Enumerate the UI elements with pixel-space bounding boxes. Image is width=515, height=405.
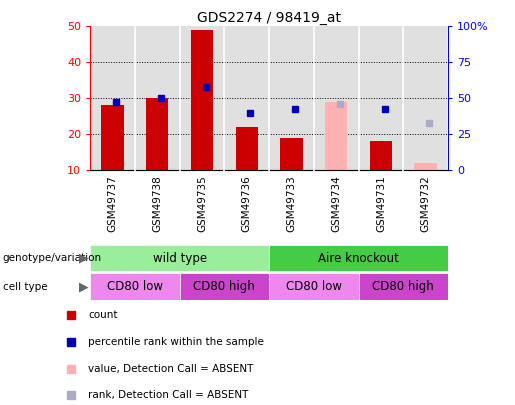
Text: ▶: ▶ <box>79 252 88 265</box>
Bar <box>370 141 392 170</box>
Text: CD80 high: CD80 high <box>372 280 434 293</box>
Text: wild type: wild type <box>152 252 207 265</box>
Text: count: count <box>88 310 117 320</box>
Bar <box>191 30 213 170</box>
Text: GSM49733: GSM49733 <box>286 175 297 232</box>
Text: GSM49738: GSM49738 <box>152 175 162 232</box>
Text: genotype/variation: genotype/variation <box>3 253 101 263</box>
Text: value, Detection Call = ABSENT: value, Detection Call = ABSENT <box>88 364 253 373</box>
Text: percentile rank within the sample: percentile rank within the sample <box>88 337 264 347</box>
Text: ▶: ▶ <box>79 280 88 293</box>
Text: GSM49736: GSM49736 <box>242 175 252 232</box>
Bar <box>90 245 269 271</box>
Bar <box>358 273 448 300</box>
Bar <box>269 245 448 271</box>
Bar <box>415 163 437 170</box>
Text: cell type: cell type <box>3 281 47 292</box>
Text: CD80 low: CD80 low <box>107 280 163 293</box>
Bar <box>90 273 180 300</box>
Text: GSM49734: GSM49734 <box>331 175 341 232</box>
Title: GDS2274 / 98419_at: GDS2274 / 98419_at <box>197 11 341 25</box>
Text: GSM49732: GSM49732 <box>421 175 431 232</box>
Text: CD80 high: CD80 high <box>194 280 255 293</box>
Text: GSM49731: GSM49731 <box>376 175 386 232</box>
Bar <box>235 127 258 170</box>
Text: CD80 low: CD80 low <box>286 280 342 293</box>
Text: rank, Detection Call = ABSENT: rank, Detection Call = ABSENT <box>88 390 248 400</box>
Text: GSM49737: GSM49737 <box>108 175 117 232</box>
Bar <box>269 273 358 300</box>
Bar <box>146 98 168 170</box>
Bar <box>280 138 303 170</box>
Text: GSM49735: GSM49735 <box>197 175 207 232</box>
Text: Aire knockout: Aire knockout <box>318 252 399 265</box>
Bar <box>180 273 269 300</box>
Bar <box>101 105 124 170</box>
Bar <box>325 102 348 170</box>
